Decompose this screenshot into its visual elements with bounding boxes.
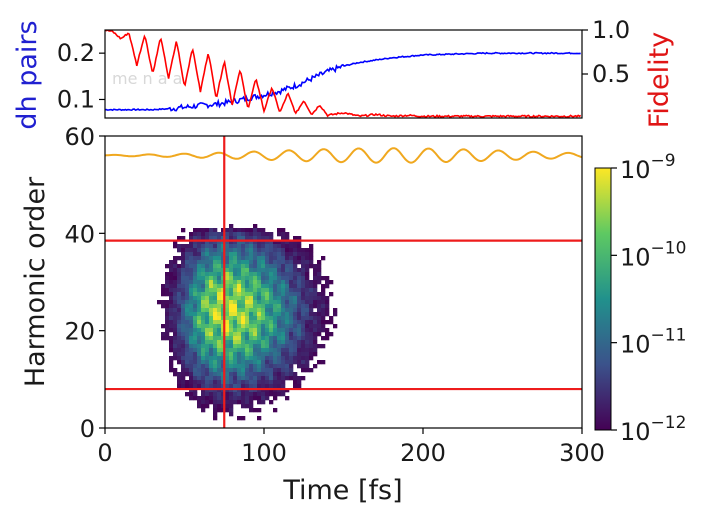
x-tick-label: 100: [241, 439, 287, 467]
colorbar-gradient: [594, 167, 612, 431]
x-tick-label: 0: [97, 439, 112, 467]
top-left-ytick-label: 0.1: [57, 85, 95, 113]
y-tick-label: 20: [64, 318, 95, 346]
x-tick-label: 300: [559, 439, 605, 467]
dh-pairs-line: [105, 51, 581, 112]
bottom-panel: 0 100 200 300 0 20 40 60 Time [fs] Harmonic ord…: [20, 123, 605, 506]
colorbar-tick-label: 10−9: [620, 151, 676, 184]
fidelity-line: [105, 30, 582, 118]
y-tick-label: 0: [80, 415, 95, 443]
top-overlay-text: me n a a: [112, 69, 182, 88]
y-axis-label: Harmonic order: [20, 176, 51, 387]
top-panel: me n a a 0.1 0.2 0.5 1.0 dh pairs Fidelity: [12, 16, 675, 130]
bottom-axes-frame: [104, 135, 583, 429]
top-right-ytick-label: 0.5: [592, 60, 630, 88]
top-left-ylabel: dh pairs: [12, 20, 43, 129]
colorbar: 10−12 10−11 10−10 10−9: [594, 151, 686, 446]
colorbar-tick-label: 10−11: [620, 326, 686, 359]
y-tick-label: 40: [64, 220, 95, 248]
top-right-ytick-label: 1.0: [592, 16, 630, 44]
colorbar-tick-label: 10−12: [620, 413, 686, 446]
top-right-ylabel: Fidelity: [644, 32, 675, 128]
x-tick-label: 200: [400, 439, 446, 467]
colorbar-tick-label: 10−10: [620, 238, 686, 271]
x-axis-label: Time [fs]: [282, 475, 402, 506]
top-left-ytick-label: 0.2: [57, 39, 95, 67]
field-trace-line: [105, 147, 582, 164]
y-tick-label: 60: [64, 123, 95, 151]
